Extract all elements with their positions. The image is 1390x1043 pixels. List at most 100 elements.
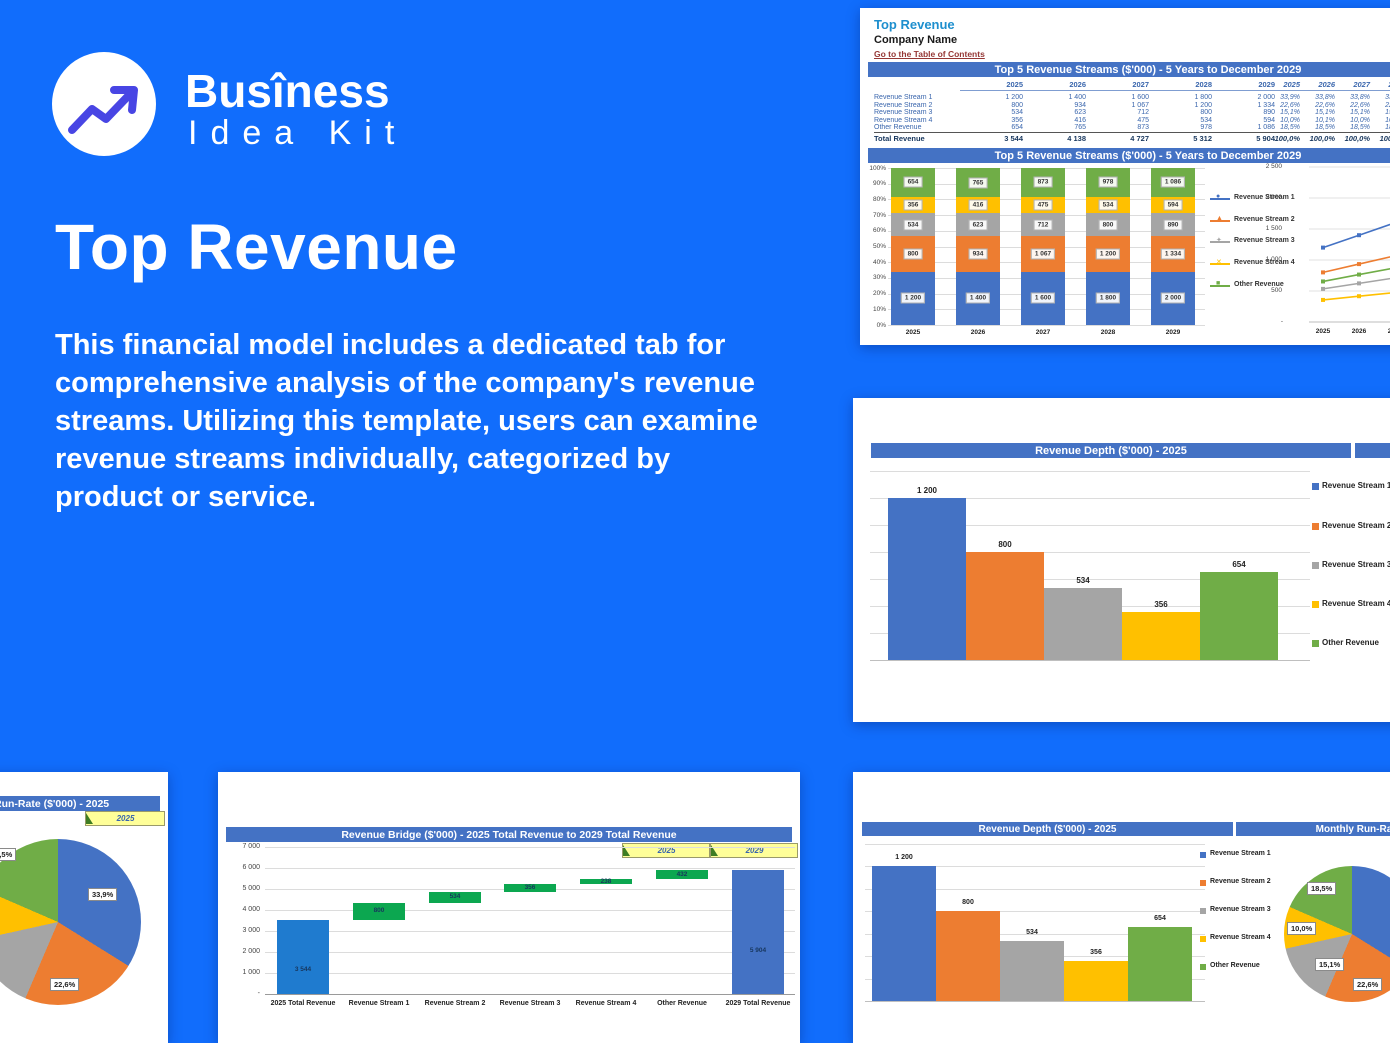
y-axis-tick: 0%	[876, 321, 886, 329]
legend-swatch-icon	[1200, 936, 1206, 942]
selector-wedge-icon	[86, 813, 93, 824]
sheet-preview-card: Top Revenue Company Name Go to the Table…	[860, 8, 1390, 345]
waterfall-bar-delta	[656, 870, 708, 880]
table-banner: Top 5 Revenue Streams ($'000) - 5 Years …	[868, 62, 1390, 77]
pie-data-label: 18,5%	[0, 848, 17, 861]
segment-data-label: 1 334	[1160, 248, 1186, 260]
gridline	[888, 325, 1205, 326]
x-axis-label: 2027	[1035, 329, 1051, 336]
legend-swatch-icon	[1312, 523, 1319, 530]
bar-data-label: 800	[998, 540, 1012, 549]
row-pct: 22,6%	[1385, 101, 1390, 109]
waterfall-bar-delta	[429, 891, 481, 903]
bar-data-label: 654	[1154, 915, 1166, 923]
bar-data-label: 534	[1026, 928, 1038, 936]
row-pct: 15,1%	[1280, 109, 1300, 117]
bridge-banner: Revenue Bridge ($'000) - 2025 Total Reve…	[226, 827, 792, 842]
waterfall-x-label: Revenue Stream 4	[575, 1000, 637, 1007]
row-value: 712	[1137, 109, 1149, 117]
row-value: 1 800	[1194, 94, 1212, 101]
pie-data-label: 10,0%	[1287, 922, 1317, 935]
legend-label: Revenue Stream 2	[1210, 878, 1271, 885]
waterfall-x-label: 2025 Total Revenue	[270, 1000, 336, 1007]
page-title: Top Revenue	[55, 211, 458, 283]
row-value: 594	[1263, 116, 1275, 124]
row-pct: 15,1%	[1350, 109, 1370, 117]
row-value: 654	[1011, 124, 1023, 132]
waterfall-bar-end	[732, 870, 784, 994]
start-year-selector[interactable]: 2025	[622, 843, 710, 858]
line-chart-svg	[1309, 166, 1390, 323]
table-year-header: 2027	[1132, 80, 1149, 89]
waterfall-y-tick: 2 000	[242, 948, 260, 955]
year-selector-value: 2025	[116, 814, 135, 823]
row-pct: 18,5%	[1350, 124, 1370, 132]
total-value: 4 138	[1067, 134, 1086, 143]
brand-name-line1: Busîness	[185, 65, 390, 117]
gridline	[265, 994, 795, 995]
waterfall-data-label: 238	[600, 877, 612, 885]
gridline	[265, 910, 795, 911]
pie-data-label: 22,6%	[50, 978, 80, 991]
row-value: 800	[1011, 101, 1023, 109]
end-year-selector[interactable]: 2029	[710, 843, 798, 858]
y-axis-tick: 60%	[872, 227, 886, 235]
waterfall-x-label: Revenue Stream 2	[424, 1000, 486, 1007]
total-topline	[1264, 132, 1390, 133]
gridline	[870, 498, 1310, 499]
waterfall-data-label: 432	[676, 870, 688, 878]
row-pct: 18,4%	[1385, 124, 1390, 132]
waterfall-y-tick: 6 000	[242, 864, 260, 871]
page-description: This financial model includes a dedicate…	[55, 329, 758, 513]
company-name: Company Name	[874, 34, 958, 46]
revenue-depth-card: Revenue Depth ($'000) - 2025 1 200 800 534…	[853, 398, 1390, 722]
legend-line	[1210, 220, 1230, 222]
gridline	[870, 552, 1310, 553]
legend-label: Revenue Stream 4	[1210, 934, 1271, 941]
row-value: 1 086	[1257, 124, 1275, 132]
brand-logo	[52, 52, 156, 156]
line-x-label: 2026	[1351, 328, 1367, 335]
row-label: Revenue Stream 4	[874, 116, 933, 124]
depth-bar-s1	[888, 498, 966, 660]
segment-data-label: 800	[1098, 219, 1118, 230]
total-pct: 100,0%	[1274, 134, 1300, 143]
total-value: 3 544	[1004, 134, 1023, 143]
row-pct: 18,5%	[1315, 124, 1335, 132]
x-axis-label: 2028	[1100, 329, 1116, 336]
waterfall-y-tick: 3 000	[242, 927, 260, 934]
y-axis-tick: 100%	[869, 164, 886, 172]
legend-label: Revenue Stream 3	[1210, 906, 1271, 913]
line-y-tick: 2 000	[1265, 194, 1282, 201]
run-rate-pie-chart-2: 33,9%22,6%15,1%10,0%18,5%	[853, 772, 1390, 1043]
toc-link[interactable]: Go to the Table of Contents	[874, 49, 985, 59]
gridline	[870, 525, 1310, 526]
total-value: 5 312	[1193, 134, 1212, 143]
waterfall-data-label: 3 544	[294, 965, 312, 973]
legend-label: Revenue Stream 3	[1234, 237, 1295, 244]
segment-data-label: 475	[1033, 199, 1053, 211]
depth-bar-s3	[1044, 587, 1122, 660]
y-axis-tick: 40%	[872, 258, 886, 266]
gridline	[265, 931, 795, 932]
row-value: 534	[1011, 109, 1023, 117]
waterfall-x-label: Other Revenue	[657, 1000, 707, 1007]
row-pct: 33,8%	[1315, 94, 1335, 101]
total-pct: 100,0%	[1344, 134, 1370, 143]
total-topline	[874, 132, 1277, 133]
row-value: 475	[1137, 116, 1149, 124]
depth-and-runrate-card: Revenue Depth ($'000) - 2025 Monthly Run…	[853, 772, 1390, 1043]
bar-data-label: 1 200	[895, 854, 913, 861]
stacked-bar-chart: 0% 10% 20% 30% 40% 50% 60% 70% 80% 90% 100% 1 200 80…	[860, 8, 1390, 345]
gridline	[265, 847, 795, 848]
run-rate-pie-card: Monthly Run-Rate ($'000) - 2025 2025 33,…	[0, 772, 168, 1043]
row-pct: 10,0%	[1280, 116, 1300, 124]
waterfall-y-tick: 7 000	[242, 843, 260, 850]
year-selector[interactable]: 2025	[85, 811, 165, 826]
header-underline	[960, 90, 1277, 91]
waterfall-y-tick: -	[257, 990, 260, 997]
y-axis-tick: 10%	[872, 305, 886, 313]
depth-bar-other	[1128, 927, 1192, 1001]
row-value: 873	[1137, 124, 1149, 132]
gridline	[265, 868, 795, 869]
